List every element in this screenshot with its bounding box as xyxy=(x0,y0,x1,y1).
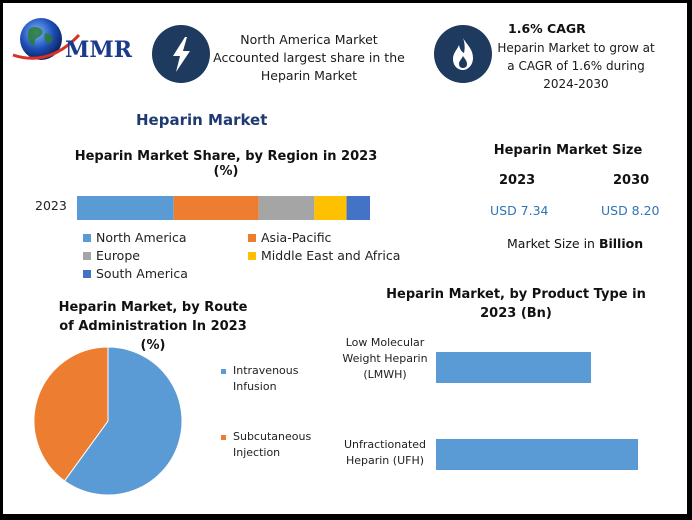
legend-middle-east-africa: Middle East and Africa xyxy=(248,248,400,263)
legend-swatch-subcutaneous xyxy=(221,435,226,440)
pie-slice-intravenous-infusion xyxy=(63,346,183,496)
legend-south-america: South America xyxy=(83,266,188,281)
region-bar-segment-south-america xyxy=(346,196,370,220)
legend-label-asia-pacific: Asia-Pacific xyxy=(261,230,332,245)
legend-label-subcutaneous: Subcutaneous Injection xyxy=(233,430,312,459)
mmr-logo: MMR xyxy=(9,15,139,67)
legend-label-europe: Europe xyxy=(96,248,140,263)
cagr-callout: Heparin Market to grow at a CAGR of 1.6%… xyxy=(497,41,655,91)
market-size-unit: Market Size in Billion xyxy=(507,236,643,251)
region-chart-title: Heparin Market Share, by Region in 2023 … xyxy=(74,149,378,179)
legend-label-north-america: North America xyxy=(96,230,187,245)
legend-label-intravenous: Intravenous Infusion xyxy=(233,364,299,393)
flame-icon-circle xyxy=(434,25,492,83)
product-label-ufh: Unfractionated Heparin (UFH) xyxy=(343,438,427,467)
market-size-value-2023: USD 7.34 xyxy=(490,203,549,218)
globe-icon xyxy=(12,18,81,60)
region-category-label: 2023 xyxy=(35,198,67,213)
product-label-lmwh: Low Molecular Weight Heparin (LMWH) xyxy=(342,336,428,381)
lightning-icon-circle xyxy=(152,25,210,83)
market-size-year-2030: 2030 xyxy=(613,173,650,188)
region-stacked-bar-chart: 2023 xyxy=(35,196,370,220)
legend-north-america: North America xyxy=(83,230,187,245)
route-chart-title: Heparin Market, by Route of Administrati… xyxy=(58,300,248,353)
logo-text: MMR xyxy=(65,37,132,63)
legend-swatch-south-america xyxy=(83,269,91,278)
legend-swatch-middle-east-africa xyxy=(248,251,256,260)
pie-slice-subcutaneous-injection xyxy=(33,346,109,482)
legend-intravenous: Intravenous Infusion xyxy=(221,363,311,395)
market-size-unit-bold: Billion xyxy=(598,236,644,251)
legend-label-middle-east-africa: Middle East and Africa xyxy=(261,248,401,263)
legend-swatch-intravenous xyxy=(221,369,226,374)
route-pie-chart xyxy=(33,346,183,496)
legend-europe: Europe xyxy=(83,248,140,263)
region-bar-segment-asia-pacific xyxy=(173,196,259,220)
market-size-unit-prefix: Market Size in xyxy=(507,236,599,251)
market-size-title: Heparin Market Size xyxy=(493,143,643,158)
infographic-frame: MMR North America Market Accounted large… xyxy=(3,3,687,514)
market-size-year-2023: 2023 xyxy=(499,173,536,188)
legend-swatch-europe xyxy=(83,251,91,260)
flame-icon xyxy=(453,38,473,70)
cagr-title: 1.6% CAGR xyxy=(508,21,586,36)
market-size-value-2030: USD 8.20 xyxy=(601,203,660,218)
region-bar-segment-north-america xyxy=(77,196,174,220)
legend-swatch-north-america xyxy=(83,233,91,242)
lightning-icon xyxy=(173,37,190,72)
page-title: Heparin Market xyxy=(136,111,268,129)
legend-swatch-asia-pacific xyxy=(248,233,256,242)
product-bar-lmwh xyxy=(436,352,592,383)
north-america-callout: North America Market Accounted largest s… xyxy=(213,32,405,83)
legend-subcutaneous: Subcutaneous Injection xyxy=(221,429,321,461)
legend-label-south-america: South America xyxy=(96,266,188,281)
region-bar-segment-europe xyxy=(258,196,315,220)
product-chart-title: Heparin Market, by Product Type in 2023 … xyxy=(386,287,646,321)
region-bar-segment-middle-east-and-africa xyxy=(314,196,347,220)
product-bar-chart xyxy=(436,352,638,470)
product-bar-ufh xyxy=(436,439,638,470)
legend-asia-pacific: Asia-Pacific xyxy=(248,230,331,245)
